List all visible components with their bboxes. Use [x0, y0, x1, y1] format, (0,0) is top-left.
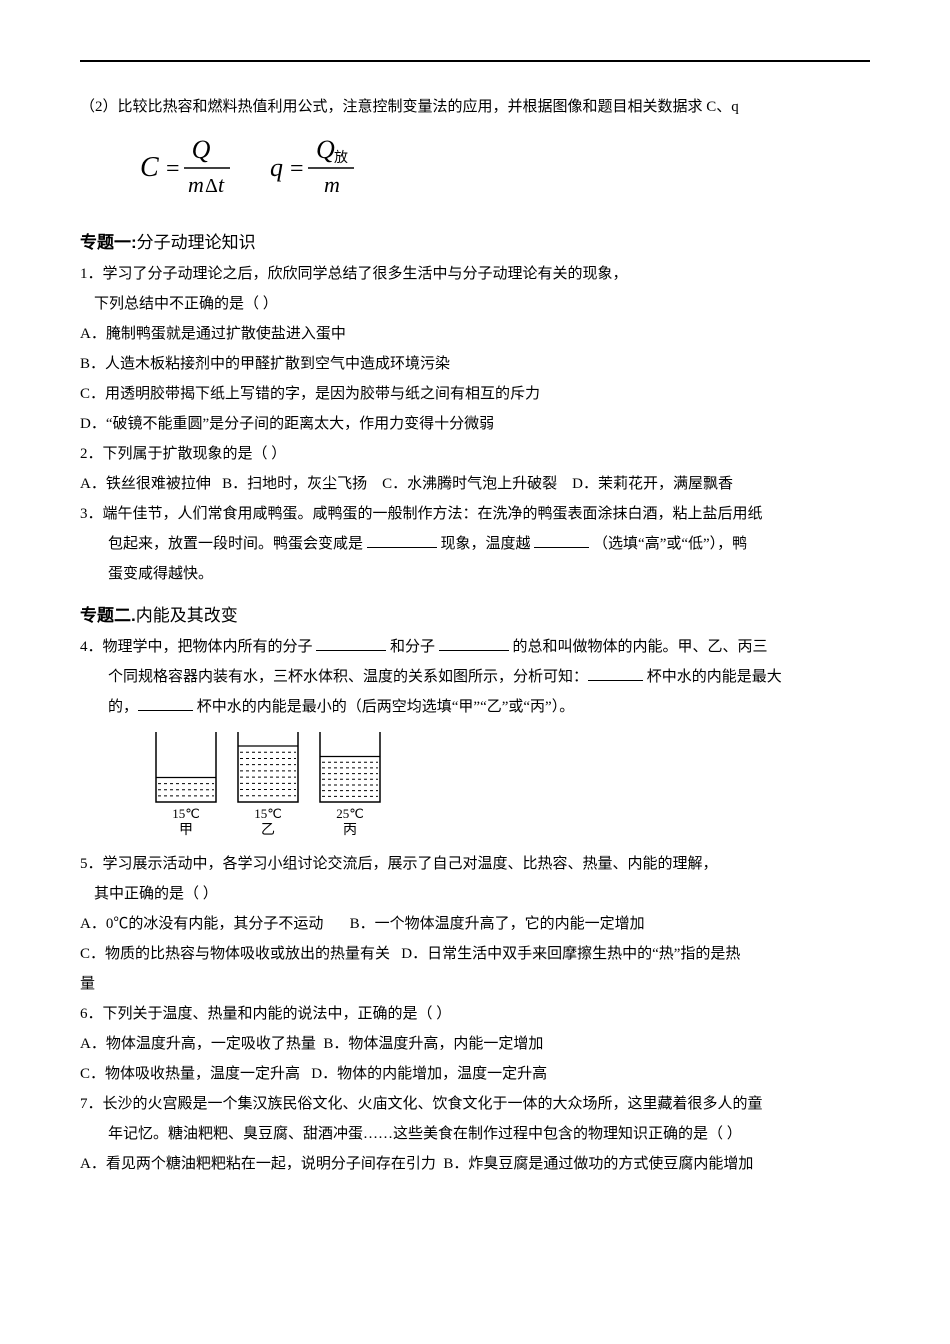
formula-m1: m — [188, 172, 204, 197]
q7-row1: A．看见两个糖油粑粑粘在一起，说明分子间存在引力 B．炸臭豆腐是通过做功的方式使… — [80, 1149, 870, 1179]
cup-name-label: 丙 — [343, 823, 357, 838]
cup-temp-label: 15℃ — [254, 806, 282, 821]
q4-blank1 — [316, 635, 386, 651]
q2-opt-d: D．茉莉花开，满屋飘香 — [572, 476, 733, 492]
q7-line1: 7．长沙的火宫殿是一个集汉族民俗文化、火庙文化、饮食文化于一体的大众场所，这里藏… — [80, 1089, 870, 1119]
formula-block: C = Q m Δ t q = Q 放 m — [80, 122, 870, 216]
q4-l2-b: 杯中水的内能是最大 — [647, 669, 782, 685]
formula-Q2-sub: 放 — [334, 150, 348, 166]
section1-heading-rest: 分子动理论知识 — [137, 233, 256, 252]
formula-q: q — [270, 153, 283, 182]
section2-heading-rest: 内能及其改变 — [136, 606, 238, 625]
q2-opt-b: B．扫地时，灰尘飞扬 — [222, 476, 367, 492]
cups-svg: 15℃甲15℃乙25℃丙 — [150, 728, 410, 838]
q5-opt-c: C．物质的比热容与物体吸收或放出的热量有关 — [80, 946, 390, 962]
q6-row1: A．物体温度升高，一定吸收了热量 B．物体温度升高，内能一定增加 — [80, 1029, 870, 1059]
cup-outline — [320, 732, 380, 802]
q1-opt-c: C．用透明胶带揭下纸上写错的字，是因为胶带与纸之间有相互的斥力 — [80, 379, 870, 409]
q4-blank2 — [439, 635, 509, 651]
top-horizontal-rule — [80, 60, 870, 62]
q6-opt-d: D．物体的内能增加，温度一定升高 — [311, 1066, 547, 1082]
q5-opt-b: B．一个物体温度升高了，它的内能一定增加 — [350, 916, 645, 932]
q6-opt-a: A．物体温度升高，一定吸收了热量 — [80, 1036, 316, 1052]
q7-line2: 年记忆。糖油粑粑、臭豆腐、甜酒冲蛋……这些美食在制作过程中包含的物理知识正确的是… — [80, 1119, 870, 1149]
q3-blank2 — [534, 532, 589, 548]
formula-dt-t: t — [218, 172, 225, 197]
q5-row2: C．物质的比热容与物体吸收或放出的热量有关 D．日常生活中双手来回摩擦生热中的“… — [80, 939, 870, 969]
q1-opt-a: A．腌制鸭蛋就是通过扩散使盐进入蛋中 — [80, 319, 870, 349]
section2-heading: 专题二.内能及其改变 — [80, 601, 870, 626]
formula-m2: m — [324, 172, 340, 197]
q4-l3-a: 的， — [108, 699, 138, 715]
q5-opt-d: D．日常生活中双手来回摩擦生热中的“热”指的是热 — [401, 946, 740, 962]
cup-temp-label: 25℃ — [336, 806, 364, 821]
q4-line3: 的， 杯中水的内能是最小的（后两空均选填“甲”“乙”或“丙”）。 — [80, 692, 870, 722]
cup-name-label: 乙 — [261, 822, 275, 838]
q3-l2-a: 包起来，放置一段时间。鸭蛋会变咸是 — [108, 536, 367, 552]
q4-l3-b: 杯中水的内能是最小的（后两空均选填“甲”“乙”或“丙”）。 — [197, 699, 574, 715]
q5-row3: 量 — [80, 969, 870, 999]
intro-line: （2）比较比热容和燃料热值利用公式，注意控制变量法的应用，并根据图像和题目相关数… — [80, 92, 870, 122]
q3-blank1 — [367, 532, 437, 548]
q5-line2: 其中正确的是（ ） — [80, 879, 870, 909]
q4-l2-a: 个同规格容器内装有水，三杯水体积、温度的关系如图所示，分析可知： — [108, 669, 588, 685]
q5-row1: A．0℃的冰没有内能，其分子不运动 B．一个物体温度升高了，它的内能一定增加 — [80, 909, 870, 939]
q6-row2: C．物体吸收热量，温度一定升高 D．物体的内能增加，温度一定升高 — [80, 1059, 870, 1089]
q7-opt-b: B．炸臭豆腐是通过做功的方式使豆腐内能增加 — [443, 1156, 753, 1172]
q3-l2-b: 现象，温度越 — [441, 536, 535, 552]
q4-l1-b: 和分子 — [390, 639, 439, 655]
formula-eq1: = — [166, 156, 180, 182]
formula-Q1: Q — [192, 135, 211, 164]
formula-C: C — [140, 152, 159, 183]
cup-temp-label: 15℃ — [172, 806, 200, 821]
q4-line1: 4．物理学中，把物体内所有的分子 和分子 的总和叫做物体的内能。甲、乙、丙三 — [80, 632, 870, 662]
q5-opt-a: A．0℃的冰没有内能，其分子不运动 — [80, 916, 323, 932]
q4-blank3 — [588, 665, 643, 681]
q3-l2-c: （选填“高”或“低”），鸭 — [593, 536, 747, 552]
q7-opt-a: A．看见两个糖油粑粑粘在一起，说明分子间存在引力 — [80, 1156, 436, 1172]
cup-outline — [238, 732, 298, 802]
q3-line2: 包起来，放置一段时间。鸭蛋会变咸是 现象，温度越 （选填“高”或“低”），鸭 — [80, 529, 870, 559]
formula-eq2: = — [290, 156, 304, 182]
q4-blank4 — [138, 695, 193, 711]
q5-line1: 5．学习展示活动中，各学习小组讨论交流后，展示了自己对温度、比热容、热量、内能的… — [80, 849, 870, 879]
cup-name-label: 甲 — [179, 823, 193, 838]
q2-stem: 2．下列属于扩散现象的是（ ） — [80, 439, 870, 469]
q1-line2: 下列总结中不正确的是（ ） — [80, 289, 870, 319]
formula-svg: C = Q m Δ t q = Q 放 m — [140, 134, 400, 204]
q4-figure: 15℃甲15℃乙25℃丙 — [80, 722, 870, 849]
formula-dt-delta: Δ — [205, 175, 218, 197]
q2-opt-a: A．铁丝很难被拉伸 — [80, 476, 211, 492]
cup-outline — [156, 732, 216, 802]
q4-l1-a: 4．物理学中，把物体内所有的分子 — [80, 639, 316, 655]
q1-opt-d: D．“破镜不能重圆”是分子间的距离太大，作用力变得十分微弱 — [80, 409, 870, 439]
q6-opt-b: B．物体温度升高，内能一定增加 — [323, 1036, 543, 1052]
q6-stem: 6．下列关于温度、热量和内能的说法中，正确的是（ ） — [80, 999, 870, 1029]
q4-line2: 个同规格容器内装有水，三杯水体积、温度的关系如图所示，分析可知： 杯中水的内能是… — [80, 662, 870, 692]
q1-opt-b: B．人造木板粘接剂中的甲醛扩散到空气中造成环境污染 — [80, 349, 870, 379]
section1-heading-bold: 专题一: — [80, 233, 137, 252]
q3-line3: 蛋变咸得越快。 — [80, 559, 870, 589]
q2-opt-c: C．水沸腾时气泡上升破裂 — [382, 476, 557, 492]
section2-heading-bold: 专题二. — [80, 606, 136, 625]
q3-line1: 3．端午佳节，人们常食用咸鸭蛋。咸鸭蛋的一般制作方法：在洗净的鸭蛋表面涂抹白酒，… — [80, 499, 870, 529]
q4-l1-c: 的总和叫做物体的内能。甲、乙、丙三 — [513, 639, 768, 655]
section1-heading: 专题一:分子动理论知识 — [80, 228, 870, 253]
q2-options: A．铁丝很难被拉伸 B．扫地时，灰尘飞扬 C．水沸腾时气泡上升破裂 D．茉莉花开… — [80, 469, 870, 499]
formula-Q2: Q — [316, 135, 335, 164]
q1-line1: 1．学习了分子动理论之后，欣欣同学总结了很多生活中与分子动理论有关的现象， — [80, 259, 870, 289]
q6-opt-c: C．物体吸收热量，温度一定升高 — [80, 1066, 300, 1082]
